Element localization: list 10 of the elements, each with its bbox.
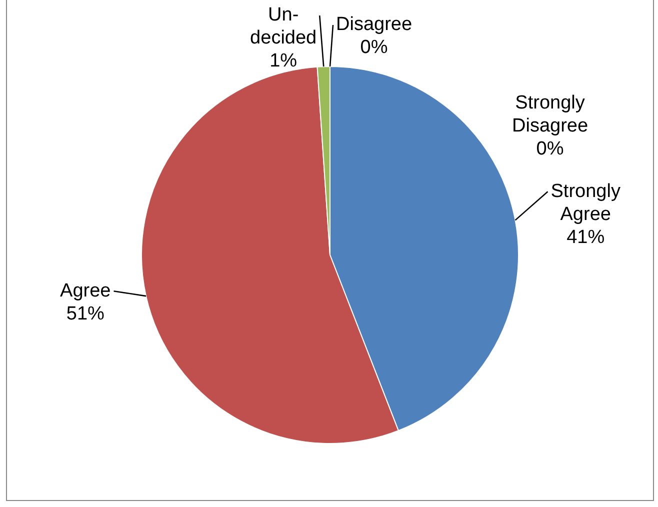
data-label: 51% xyxy=(66,303,105,324)
slice-label: Un-decided xyxy=(250,4,317,49)
category-label: Disagree xyxy=(336,14,412,36)
text: 0% xyxy=(360,37,388,58)
text: 0% xyxy=(536,138,564,160)
slice-label: Agree xyxy=(60,280,111,302)
data-label: 41% xyxy=(566,226,605,248)
data-label: 1% xyxy=(270,50,298,72)
category-label: Strongly Disagree xyxy=(512,92,588,137)
slice-label: Strongly Agree xyxy=(550,180,621,225)
